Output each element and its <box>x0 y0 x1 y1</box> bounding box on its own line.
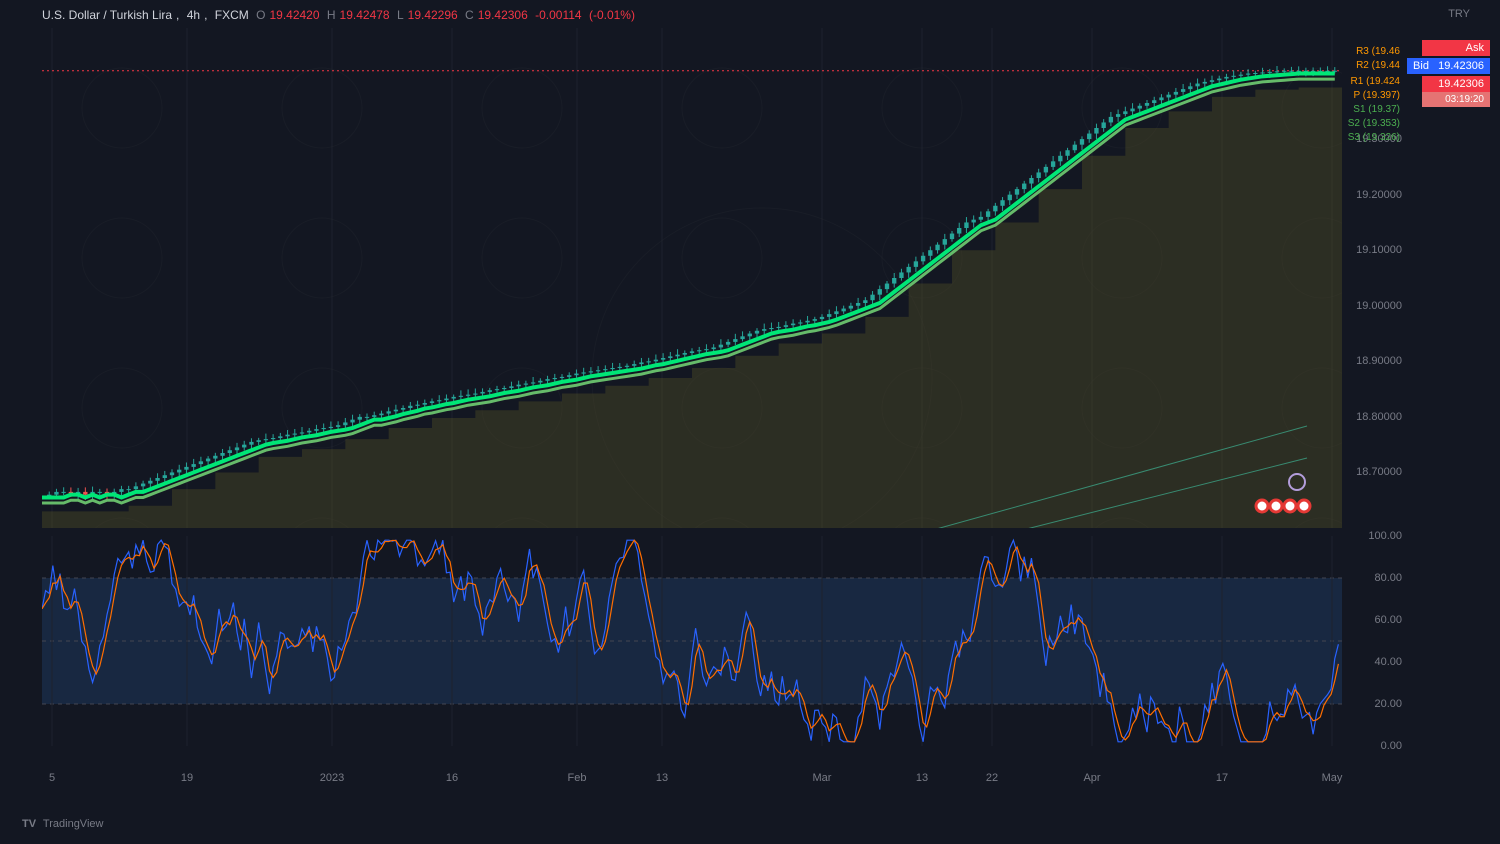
price-tick: 18.90000 <box>1356 355 1402 367</box>
pivot-level: R2 (19.44 <box>1356 60 1400 71</box>
pivot-level: R3 (19.46 <box>1356 46 1400 57</box>
osc-tick: 20.00 <box>1374 698 1402 710</box>
time-axis[interactable]: 5 19 2023 16 Feb 13 Mar 13 22 Apr 17 May <box>42 772 1342 796</box>
ohlc-close: 19.42306 <box>478 8 528 22</box>
time-tick: May <box>1322 772 1343 784</box>
osc-tick: 0.00 <box>1381 740 1402 752</box>
pivot-level: R1 (19.424 <box>1351 76 1400 87</box>
tv-icon: TV <box>22 818 36 830</box>
countdown-box: 03:19:20 <box>1422 92 1490 107</box>
ask-box[interactable]: Ask <box>1422 40 1490 56</box>
time-tick: Apr <box>1083 772 1100 784</box>
osc-tick: 80.00 <box>1374 572 1402 584</box>
pivot-level: P (19.397) <box>1353 90 1400 101</box>
time-tick: Feb <box>568 772 587 784</box>
time-tick: 13 <box>656 772 668 784</box>
time-tick: 13 <box>916 772 928 784</box>
ohlc-change-pct: (-0.01%) <box>589 8 635 22</box>
currency-code: TRY <box>1448 8 1470 20</box>
ohlc-high: 19.42478 <box>340 8 390 22</box>
bid-box[interactable]: Bid 19.42306 <box>1407 58 1490 74</box>
app: U.S. Dollar / Turkish Lira, 4h, FXCM O19… <box>0 0 1500 844</box>
time-tick: 2023 <box>320 772 344 784</box>
pair-name: U.S. Dollar / Turkish Lira <box>42 8 172 22</box>
pivot-level: S2 (19.353) <box>1348 118 1400 129</box>
oscillator-axis[interactable]: 100.0080.0060.0040.0020.000.00 <box>1342 536 1490 746</box>
oscillator-chart[interactable] <box>42 536 1342 746</box>
time-tick: 22 <box>986 772 998 784</box>
time-tick: Mar <box>813 772 832 784</box>
price-tick: 18.80000 <box>1356 411 1402 423</box>
ohlc-change: -0.00114 <box>535 8 581 22</box>
ohlc-open: 19.42420 <box>269 8 319 22</box>
chart-header: U.S. Dollar / Turkish Lira, 4h, FXCM O19… <box>42 8 639 22</box>
time-tick: 19 <box>181 772 193 784</box>
pivot-level: S3 (19.326) <box>1348 132 1400 143</box>
osc-tick: 100.00 <box>1368 530 1402 542</box>
time-tick: 16 <box>446 772 458 784</box>
broker: FXCM <box>215 8 249 22</box>
last-price-box: 19.42306 <box>1422 76 1490 92</box>
price-tick: 19.00000 <box>1356 300 1402 312</box>
time-tick: 17 <box>1216 772 1228 784</box>
price-tick: 18.70000 <box>1356 466 1402 478</box>
price-axis[interactable]: 19.3000019.2000019.1000019.0000018.90000… <box>1342 28 1490 528</box>
time-tick: 5 <box>49 772 55 784</box>
osc-tick: 40.00 <box>1374 656 1402 668</box>
price-tick: 19.10000 <box>1356 244 1402 256</box>
pivot-level: S1 (19.37) <box>1353 104 1400 115</box>
price-chart[interactable] <box>42 28 1342 528</box>
ohlc-low: 19.42296 <box>408 8 458 22</box>
interval: 4h <box>187 8 200 22</box>
osc-tick: 60.00 <box>1374 614 1402 626</box>
tradingview-logo[interactable]: TV TradingView <box>22 818 103 830</box>
price-tick: 19.20000 <box>1356 189 1402 201</box>
